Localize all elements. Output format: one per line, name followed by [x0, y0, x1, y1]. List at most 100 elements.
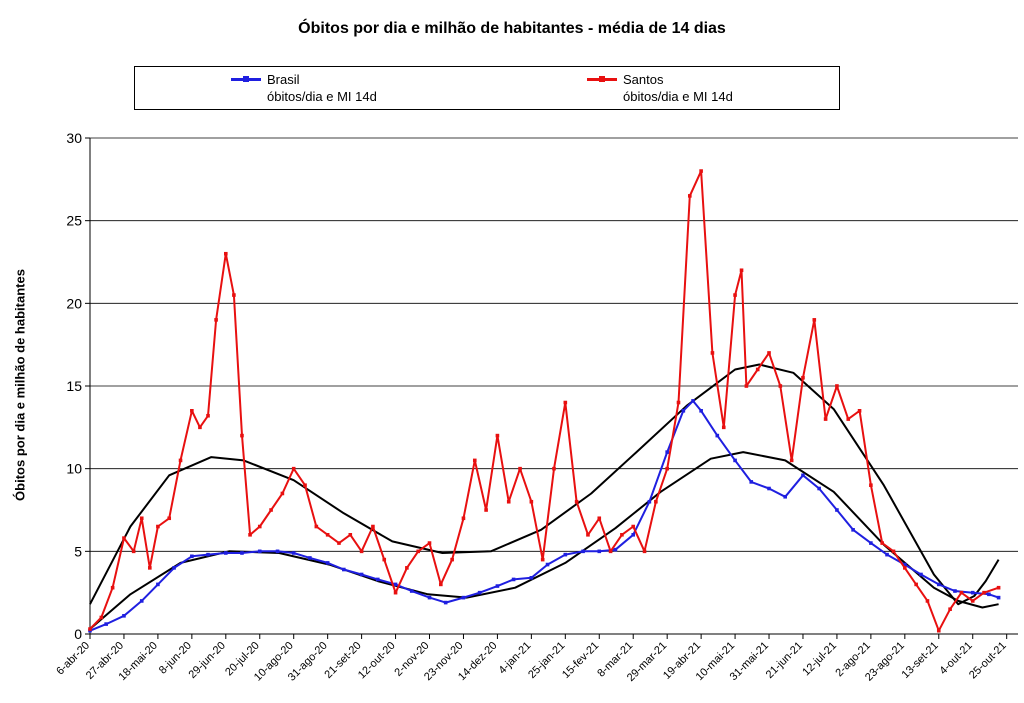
- legend-sublabel-santos: óbitos/dia e MI 14d: [623, 89, 733, 104]
- data-point-santos-41: [518, 466, 522, 471]
- data-point-santos-53: [654, 499, 658, 504]
- data-point-santos-2: [110, 585, 115, 590]
- data-point-santos-25: [337, 541, 341, 545]
- data-point-santos-5: [139, 516, 144, 521]
- data-point-brasil-3: [139, 599, 144, 603]
- data-point-santos-36: [461, 516, 466, 521]
- data-point-brasil-27: [545, 562, 550, 567]
- data-point-brasil-19: [409, 589, 414, 593]
- data-point-santos-82: [970, 599, 975, 603]
- data-point-santos-70: [835, 384, 839, 388]
- data-point-santos-45: [563, 400, 568, 405]
- data-point-santos-16: [240, 433, 244, 438]
- x-tick-label-21: 21-jun-21: [764, 640, 805, 681]
- data-point-santos-77: [914, 582, 918, 587]
- data-point-brasil-26: [529, 575, 534, 580]
- data-point-brasil-50: [919, 572, 923, 577]
- data-point-brasil-46: [851, 528, 855, 532]
- data-point-santos-69: [823, 417, 828, 421]
- data-point-brasil-18: [393, 582, 398, 587]
- data-point-santos-47: [586, 533, 590, 537]
- data-point-santos-35: [450, 557, 454, 562]
- data-point-santos-13: [214, 318, 218, 322]
- data-point-brasil-4: [156, 582, 160, 587]
- data-point-brasil-39: [733, 458, 737, 463]
- data-point-brasil-28: [563, 552, 568, 557]
- data-point-brasil-5: [172, 566, 176, 570]
- data-point-brasil-25: [511, 577, 516, 582]
- data-point-santos-17: [248, 533, 252, 537]
- data-point-brasil-38: [715, 433, 720, 438]
- data-point-santos-38: [484, 508, 488, 512]
- data-point-santos-21: [291, 466, 296, 471]
- data-point-santos-52: [642, 549, 647, 554]
- data-point-santos-67: [801, 375, 805, 380]
- data-point-santos-33: [427, 541, 432, 545]
- data-point-brasil-42: [783, 494, 787, 499]
- data-point-santos-58: [710, 351, 715, 355]
- data-point-santos-18: [257, 524, 262, 529]
- data-point-santos-8: [167, 516, 172, 521]
- data-point-santos-64: [767, 351, 771, 355]
- data-point-brasil-16: [359, 572, 364, 577]
- data-point-brasil-11: [275, 549, 280, 554]
- data-point-brasil-17: [375, 577, 380, 582]
- data-point-santos-37: [472, 458, 477, 463]
- data-point-santos-57: [699, 169, 703, 173]
- data-point-brasil-21: [443, 600, 448, 605]
- data-point-brasil-2: [122, 614, 126, 618]
- y-tick-label-15: 15: [66, 378, 82, 394]
- data-point-santos-7: [156, 524, 160, 529]
- data-point-santos-39: [495, 433, 500, 438]
- data-point-santos-76: [903, 566, 907, 570]
- data-point-brasil-20: [427, 595, 432, 600]
- x-tick-label-25: 13-set-21: [900, 640, 941, 681]
- data-point-brasil-29: [581, 549, 585, 554]
- data-point-santos-3: [122, 536, 126, 540]
- data-point-brasil-7: [206, 552, 210, 557]
- y-tick-label-10: 10: [66, 461, 82, 477]
- legend: Brasil óbitos/dia e MI 14d Santos óbitos…: [134, 66, 840, 110]
- data-point-santos-59: [721, 425, 726, 430]
- data-point-santos-40: [506, 499, 511, 504]
- data-point-brasil-8: [224, 551, 228, 555]
- data-point-brasil-9: [240, 551, 244, 555]
- data-point-brasil-31: [613, 547, 618, 552]
- x-tick-label-27: 25-out-21: [967, 640, 1009, 682]
- y-tick-label-20: 20: [66, 295, 82, 311]
- data-point-santos-0: [88, 627, 92, 631]
- series-line-santos: [89, 170, 999, 632]
- data-point-santos-11: [198, 425, 202, 430]
- data-point-santos-62: [744, 384, 749, 388]
- data-point-santos-79: [936, 628, 941, 633]
- data-point-brasil-6: [190, 554, 194, 559]
- x-tick-label-22: 12-jul-21: [800, 640, 839, 679]
- chart-title: Óbitos por dia e milhão de habitantes - …: [298, 20, 726, 37]
- data-point-brasil-53: [970, 590, 975, 595]
- y-tick-label-30: 30: [66, 130, 82, 146]
- data-point-santos-81: [959, 590, 964, 595]
- legend-entry-brasil: Brasil óbitos/dia e MI 14d: [231, 71, 377, 105]
- legend-label-santos: Santos: [623, 72, 664, 87]
- data-point-santos-68: [812, 318, 817, 322]
- data-point-santos-73: [869, 483, 873, 487]
- data-point-santos-74: [880, 541, 884, 545]
- y-tick-label-5: 5: [74, 543, 82, 559]
- data-point-santos-9: [178, 458, 183, 463]
- y-tick-label-25: 25: [66, 213, 82, 229]
- data-point-brasil-37: [699, 409, 703, 413]
- trendline-0: [89, 363, 1000, 606]
- data-point-brasil-55: [996, 595, 1001, 600]
- data-point-santos-34: [439, 582, 443, 587]
- data-point-santos-12: [206, 413, 210, 418]
- data-point-brasil-23: [477, 590, 482, 595]
- data-point-santos-63: [755, 367, 760, 372]
- x-tick-label-4: 29-jun-20: [187, 640, 228, 681]
- data-point-brasil-32: [631, 533, 636, 537]
- data-point-santos-32: [416, 549, 420, 554]
- data-point-brasil-1: [104, 622, 108, 626]
- data-point-brasil-54: [987, 592, 991, 597]
- data-point-brasil-49: [903, 562, 907, 567]
- data-point-santos-71: [846, 417, 851, 421]
- data-point-santos-23: [314, 524, 319, 529]
